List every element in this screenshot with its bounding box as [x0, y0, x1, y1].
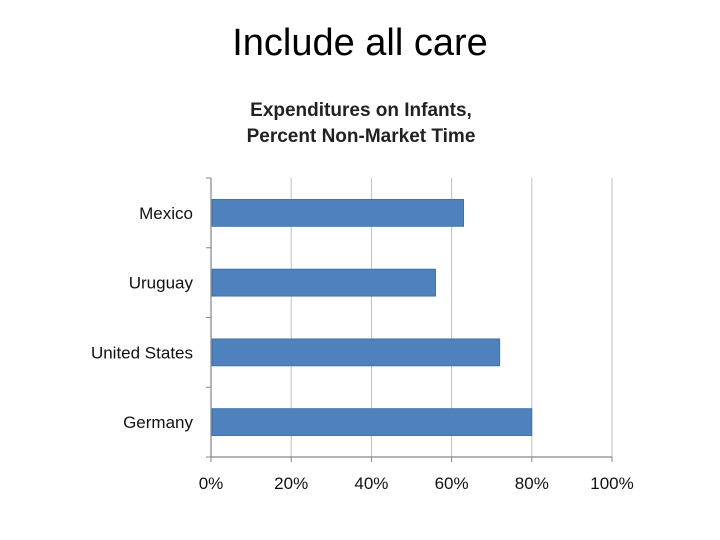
bar-germany: [211, 408, 533, 437]
x-tick-label: 100%: [590, 474, 633, 493]
x-tick-label: 20%: [274, 474, 308, 493]
slide-title: Include all care: [232, 22, 488, 64]
category-label: Germany: [123, 413, 193, 432]
category-label: United States: [91, 343, 193, 362]
category-label: Uruguay: [129, 274, 194, 293]
category-label: Mexico: [139, 204, 193, 223]
x-tick-label: 80%: [515, 474, 549, 493]
bar-uruguay: [211, 268, 436, 297]
x-tick-label: 0%: [199, 474, 224, 493]
x-tick-label: 40%: [354, 474, 388, 493]
chart-title-line: Percent Non-Market Time: [247, 126, 476, 147]
bar-mexico: [211, 198, 465, 227]
chart-title-line: Expenditures on Infants,: [250, 100, 472, 121]
x-tick-label: 60%: [435, 474, 469, 493]
bar-united-states: [211, 338, 501, 367]
